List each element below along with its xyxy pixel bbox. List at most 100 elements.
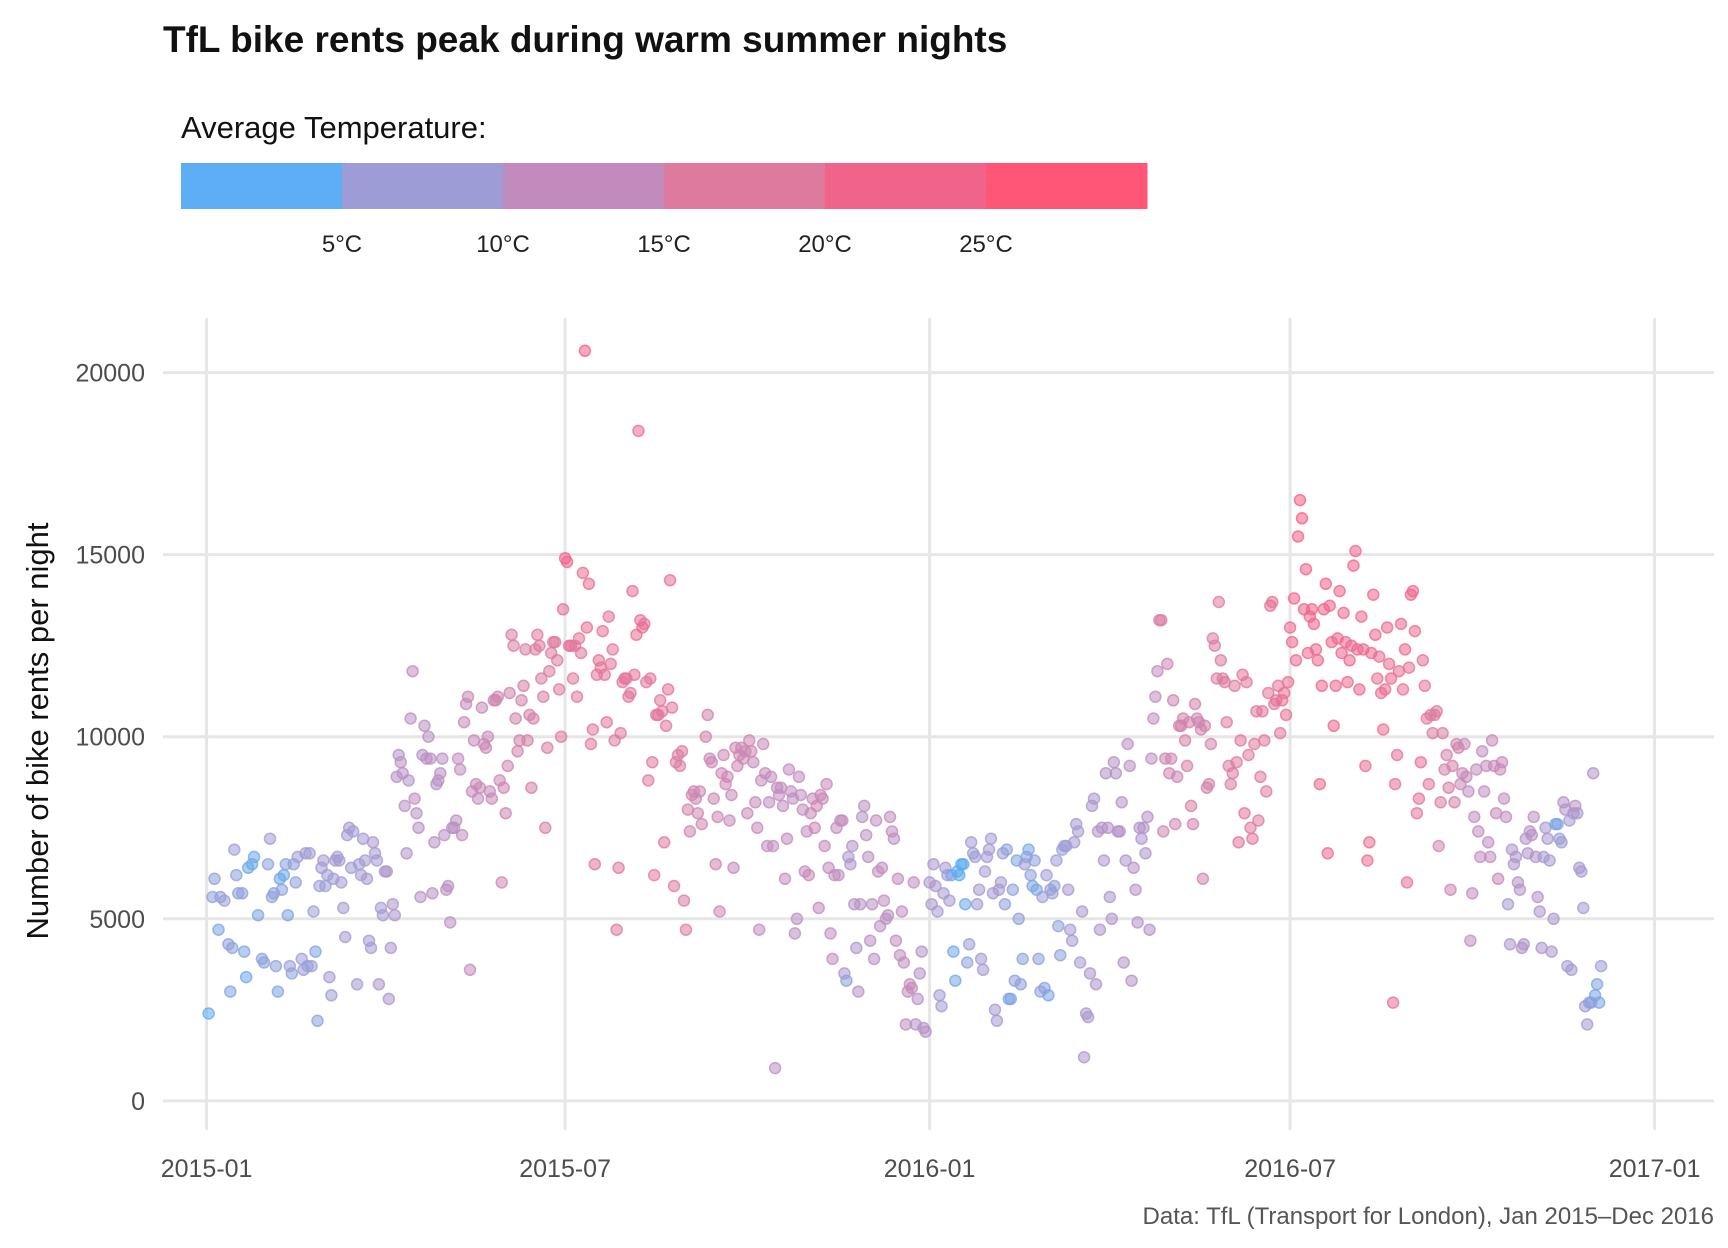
- data-point: [554, 730, 568, 743]
- data-point: [976, 963, 990, 977]
- data-point: [533, 639, 546, 652]
- data-point: [1442, 781, 1455, 794]
- data-point: [1107, 755, 1121, 769]
- data-point: [1359, 759, 1372, 773]
- data-point: [1000, 843, 1014, 856]
- data-point: [1501, 897, 1515, 911]
- data-point: [675, 745, 689, 758]
- y-axis-tick-labels: 0 5000 10000 15000 20000: [75, 360, 145, 1116]
- data-point: [503, 686, 516, 700]
- data-point: [824, 927, 837, 940]
- data-point: [915, 945, 928, 958]
- data-point: [859, 828, 873, 842]
- data-point: [208, 872, 221, 886]
- data-point: [228, 843, 241, 856]
- data-point: [792, 770, 806, 784]
- data-point: [865, 897, 879, 911]
- legend-swatch: [664, 163, 826, 209]
- data-point: [1246, 832, 1259, 845]
- data-point: [1309, 643, 1323, 656]
- plot-grid: [163, 318, 1714, 1130]
- y-tick-label: 5000: [89, 906, 145, 934]
- data-point: [337, 901, 350, 915]
- data-point: [1410, 806, 1424, 820]
- data-point: [527, 712, 540, 725]
- data-point: [717, 748, 730, 762]
- data-point: [360, 872, 374, 886]
- data-point: [1497, 792, 1511, 805]
- data-point: [695, 817, 709, 831]
- data-point: [1299, 562, 1313, 576]
- data-point: [376, 908, 390, 922]
- data-point: [1075, 905, 1089, 918]
- data-point: [747, 755, 760, 769]
- data-point: [1260, 785, 1273, 798]
- data-point: [1067, 836, 1081, 849]
- data-point: [949, 974, 962, 987]
- data-point: [1105, 912, 1119, 926]
- data-point: [1388, 777, 1402, 791]
- data-point: [1291, 530, 1305, 543]
- data-point: [846, 839, 859, 853]
- data-point: [507, 639, 520, 652]
- data-point: [790, 912, 804, 926]
- data-point: [428, 836, 441, 849]
- data-point: [539, 821, 552, 835]
- data-point: [1376, 723, 1390, 736]
- data-point: [1073, 956, 1087, 969]
- data-point: [1402, 661, 1416, 674]
- data-point: [1097, 854, 1111, 867]
- data-point: [1266, 595, 1279, 609]
- data-point: [935, 999, 948, 1013]
- data-point: [325, 989, 338, 1002]
- data-point: [1577, 901, 1590, 915]
- data-point: [604, 657, 617, 671]
- data-point: [1283, 621, 1297, 634]
- data-point: [491, 690, 505, 703]
- data-point: [1048, 879, 1061, 893]
- data-point: [471, 792, 485, 805]
- data-point: [1531, 890, 1544, 904]
- data-point: [1149, 690, 1162, 703]
- data-point: [1145, 752, 1158, 765]
- data-point: [1513, 883, 1527, 896]
- data-point: [275, 883, 289, 896]
- data-point: [1555, 836, 1568, 849]
- data-point: [1230, 755, 1243, 769]
- data-point: [701, 708, 714, 722]
- data-point: [451, 752, 465, 765]
- data-point: [919, 1025, 932, 1038]
- data-point: [677, 894, 691, 907]
- data-point: [552, 683, 566, 696]
- data-point: [1412, 792, 1426, 805]
- data-point: [578, 344, 592, 358]
- data-point: [1509, 850, 1523, 864]
- data-point: [646, 755, 659, 769]
- data-point: [1081, 1010, 1095, 1024]
- data-point: [794, 788, 808, 802]
- data-point: [1418, 679, 1432, 693]
- data-point: [463, 963, 477, 977]
- data-point: [1262, 686, 1275, 700]
- data-point: [1446, 759, 1459, 773]
- x-tick-label: 2017-01: [1609, 1155, 1701, 1183]
- data-point: [1355, 610, 1368, 623]
- data-point: [691, 806, 705, 820]
- data-point: [1527, 810, 1540, 824]
- data-point: [1580, 1018, 1594, 1031]
- data-point: [1028, 854, 1041, 867]
- data-point: [727, 861, 740, 875]
- data-point: [1430, 705, 1443, 718]
- data-point: [358, 854, 372, 867]
- data-point: [598, 668, 611, 682]
- data-point: [1050, 854, 1063, 867]
- data-point: [614, 726, 627, 740]
- data-point: [854, 897, 867, 911]
- data-point: [895, 905, 909, 918]
- data-point: [1198, 719, 1212, 733]
- data-point: [1327, 719, 1340, 733]
- data-point: [1343, 654, 1356, 667]
- data-point: [863, 934, 877, 947]
- data-point: [887, 832, 901, 845]
- data-point: [382, 992, 396, 1006]
